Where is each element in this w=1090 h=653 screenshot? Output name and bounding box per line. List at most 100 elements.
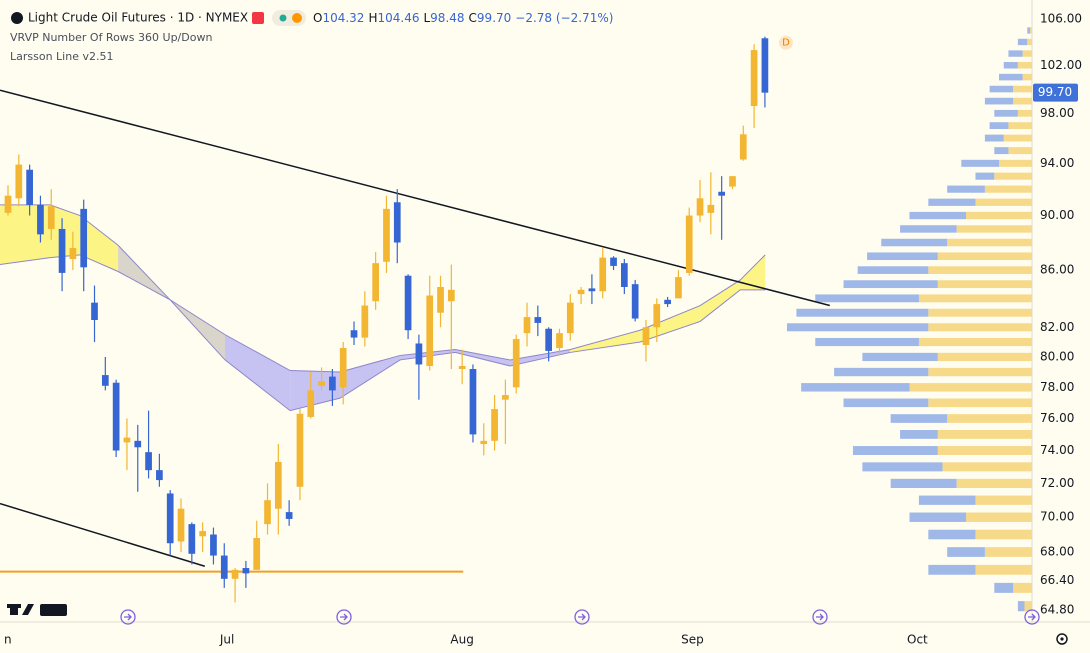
candle-body [512, 339, 520, 388]
y-tick-label: 78.00 [1040, 380, 1074, 394]
vp-down-bar [994, 109, 1018, 117]
candle-body [437, 286, 444, 313]
candle-body [37, 204, 44, 235]
annotation-bg [778, 35, 793, 50]
candle-body [307, 390, 315, 417]
x-tick-label: Oct [907, 633, 928, 647]
vp-up-bar [1013, 97, 1032, 105]
vp-up-bar [1017, 109, 1032, 117]
y-tick-label: 98.00 [1040, 106, 1074, 120]
y-tick-label: 64.80 [1040, 602, 1074, 616]
vp-down-bar [928, 198, 976, 206]
vp-up-bar [994, 172, 1032, 180]
candle-body [231, 569, 239, 579]
candle-body [242, 568, 250, 574]
vp-down-bar [881, 238, 948, 247]
vp-up-bar [956, 478, 1032, 488]
candle-body [404, 275, 412, 331]
candle-body [761, 38, 769, 93]
indicator-label[interactable]: VRVP Number Of Rows 360 Up/Down [10, 31, 212, 44]
vp-down-bar [801, 383, 910, 392]
chart-title: Light Crude Oil Futures · 1D · NYMEX [28, 11, 248, 25]
y-tick-label: 90.00 [1040, 208, 1074, 222]
vp-down-bar [852, 446, 938, 455]
x-tick-label: Sep [681, 633, 704, 647]
vp-up-bar [947, 238, 1032, 247]
vp-up-bar [975, 564, 1032, 575]
candle-body [610, 257, 617, 266]
vp-down-bar [994, 582, 1014, 593]
vp-down-bar [989, 85, 1014, 93]
vp-down-bar [843, 280, 938, 289]
close-value: 99.70 [477, 11, 511, 25]
vp-down-bar [989, 122, 1009, 130]
larsson-fill [510, 349, 571, 366]
y-tick-label: 94.00 [1040, 156, 1074, 170]
candle-body [556, 333, 563, 348]
vp-up-bar [937, 352, 1032, 362]
y-tick-label: 74.00 [1040, 443, 1074, 457]
candle-body [350, 330, 358, 338]
vp-up-bar [984, 185, 1032, 193]
vp-down-bar [843, 398, 929, 408]
larsson-line [0, 204, 766, 412]
larsson-fill [225, 334, 291, 411]
vp-down-bar [994, 147, 1009, 155]
event-icons[interactable] [120, 609, 1040, 625]
candle-body [415, 343, 423, 365]
vp-up-bar [918, 294, 1032, 303]
symbol-icon [11, 12, 23, 24]
vp-up-bar [937, 430, 1032, 439]
candle-body [47, 206, 55, 229]
candle-body [253, 537, 261, 570]
candle-body [653, 304, 661, 328]
vp-down-bar [890, 478, 957, 488]
vp-up-bar [942, 462, 1032, 472]
candle-body [101, 375, 109, 386]
vp-down-bar [947, 547, 985, 557]
vp-down-bar [1017, 38, 1028, 46]
x-tick-label: Aug [450, 633, 473, 647]
vp-up-bar [1030, 27, 1032, 34]
ohlc-legend: O104.32 H104.46 L98.48 C99.70 −2.78 (−2.71%) [313, 11, 613, 25]
vp-up-bar [937, 280, 1032, 289]
candle-body [296, 413, 304, 487]
candle-body [426, 295, 434, 366]
vp-down-bar [928, 529, 976, 540]
vp-down-bar [815, 294, 919, 303]
larsson-fill [700, 279, 741, 322]
vp-up-bar [999, 159, 1032, 167]
candle-body [739, 134, 747, 160]
x-tick-label: n [4, 633, 12, 647]
y-tick-label: 106.00 [1040, 12, 1082, 26]
vp-down-bar [975, 172, 995, 180]
candle-body [491, 409, 498, 441]
y-tick-label: 66.40 [1040, 573, 1074, 587]
y-tick-label: 82.00 [1040, 320, 1074, 334]
y-tick-label: 80.00 [1040, 349, 1074, 363]
trendline [0, 502, 206, 567]
vp-up-bar [1013, 582, 1032, 593]
vp-down-bar [909, 211, 967, 220]
open-label: O [313, 11, 322, 25]
indicator-label[interactable]: Larsson Line v2.51 [10, 50, 113, 63]
vp-up-bar [956, 225, 1032, 233]
settings-icon[interactable] [1056, 633, 1068, 645]
vp-up-bar [975, 495, 1032, 505]
vp-down-bar [815, 337, 919, 347]
last-price-box [1033, 83, 1078, 102]
vp-down-bar [787, 323, 929, 332]
flag-icon[interactable] [252, 12, 264, 24]
candle-body [685, 215, 693, 273]
vp-up-bar [975, 198, 1032, 206]
candle-body [274, 461, 282, 509]
vp-down-bar [961, 159, 1000, 167]
vp-up-bar [1027, 38, 1032, 46]
y-tick-label: 76.00 [1040, 411, 1074, 425]
larsson-upper [0, 204, 766, 373]
market-open-dot [279, 14, 287, 22]
vp-up-bar [1022, 73, 1032, 81]
volume-profile [787, 27, 1032, 612]
candle-body [458, 365, 466, 369]
